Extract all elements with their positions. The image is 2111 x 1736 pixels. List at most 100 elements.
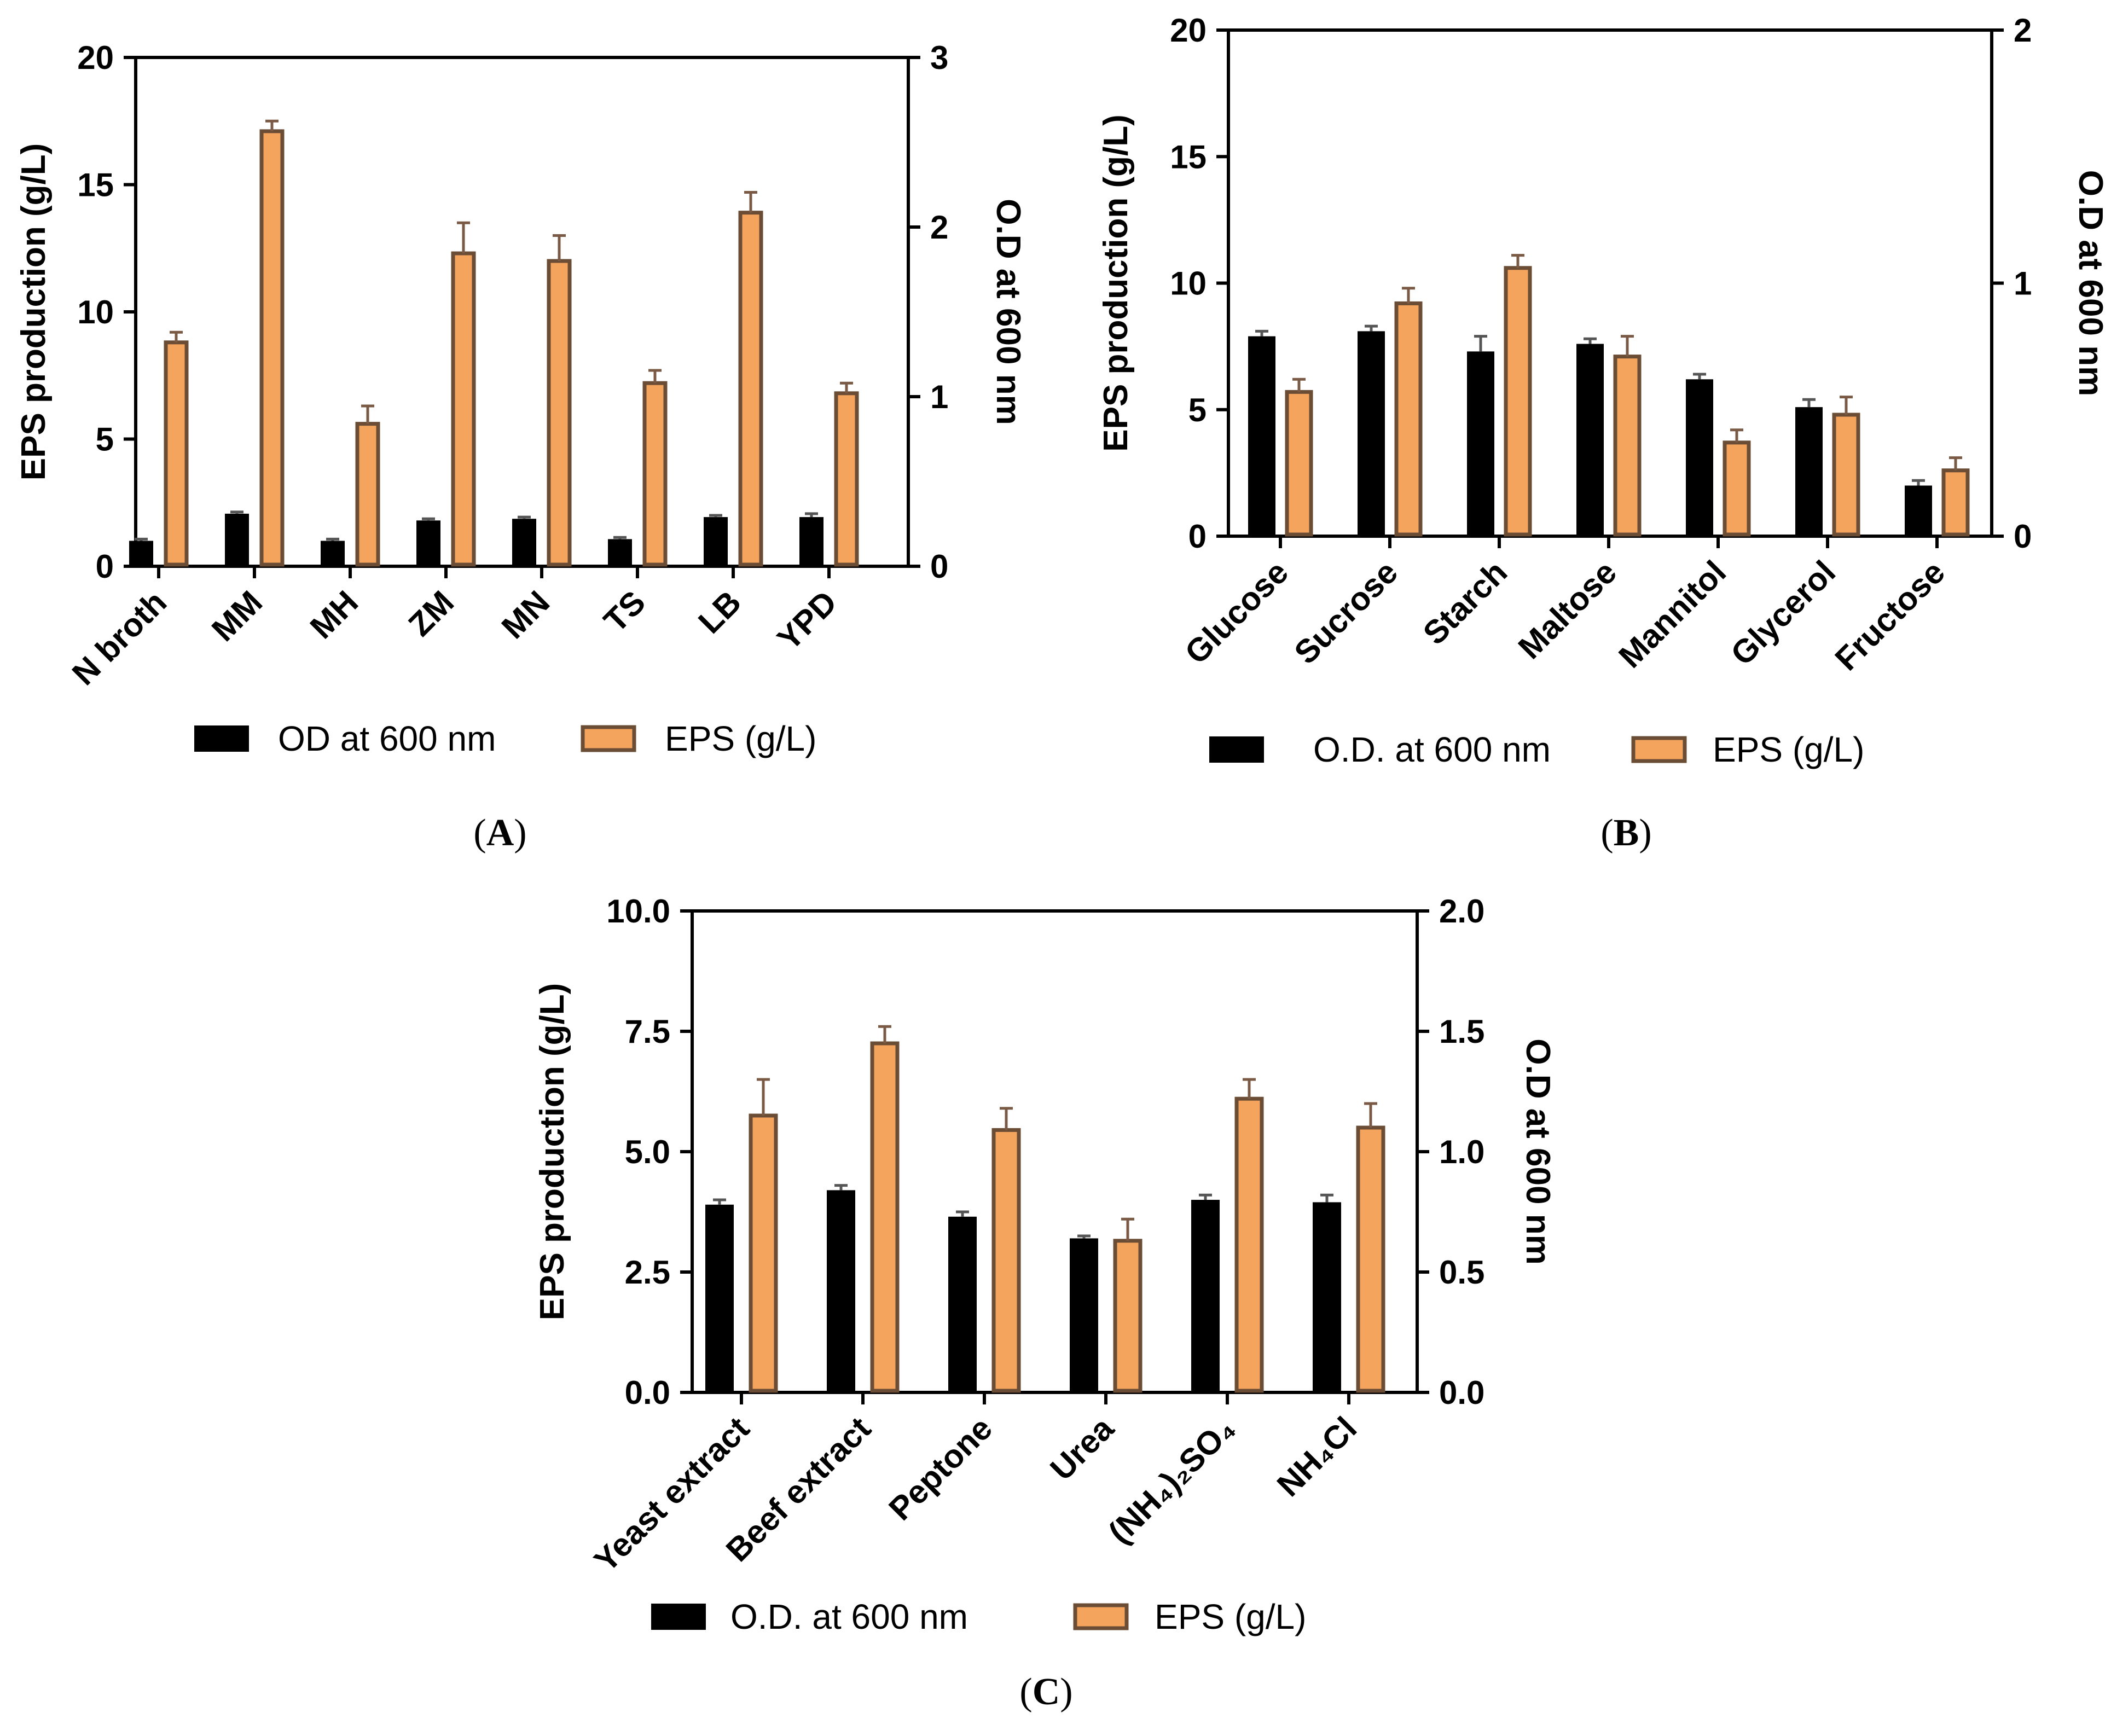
eps-error-bar bbox=[878, 1025, 891, 1043]
left-y-tick-label: 15 bbox=[77, 167, 114, 204]
legend-eps-label: EPS (g/L) bbox=[1713, 730, 1864, 769]
legend-eps-label: EPS (g/L) bbox=[665, 719, 816, 758]
od-error-bar bbox=[713, 1198, 726, 1205]
right-y-axis-title: O.D at 600 nm bbox=[1519, 1038, 1557, 1264]
right-y-tick-label: 0 bbox=[930, 548, 948, 585]
od-error-bar bbox=[956, 1210, 969, 1217]
left-y-tick-label: 20 bbox=[77, 39, 114, 76]
panel-caption: (C) bbox=[1019, 1671, 1072, 1713]
od-bar bbox=[225, 513, 249, 566]
od-error-bar bbox=[613, 536, 627, 539]
eps-error-bar bbox=[840, 381, 853, 393]
eps-error-bar bbox=[457, 221, 470, 254]
category-label: LB bbox=[691, 584, 748, 641]
caption-close: ) bbox=[1060, 1671, 1072, 1713]
left-y-tick-label: 20 bbox=[1170, 12, 1207, 49]
caption-close: ) bbox=[514, 812, 526, 854]
eps-error-bar bbox=[361, 404, 374, 424]
od-error-bar bbox=[1912, 479, 1925, 486]
od-error-bar bbox=[1320, 1193, 1333, 1203]
eps-error-bar bbox=[1000, 1107, 1013, 1130]
legend-eps-swatch bbox=[1631, 736, 1687, 763]
eps-error-bar bbox=[744, 190, 757, 213]
right-y-tick-label: 1.5 bbox=[1439, 1013, 1484, 1050]
right-y-tick-label: 2 bbox=[930, 209, 948, 246]
od-bar bbox=[705, 1204, 734, 1392]
od-bar bbox=[1905, 485, 1932, 536]
od-error-bar bbox=[230, 510, 243, 514]
od-error-bar bbox=[518, 515, 531, 519]
legend-od-swatch bbox=[651, 1604, 706, 1630]
od-error-bar bbox=[1693, 373, 1706, 380]
od-bar bbox=[827, 1190, 855, 1392]
category-label: Starch bbox=[1416, 554, 1514, 652]
category-label: MM bbox=[205, 584, 269, 648]
od-error-bar bbox=[135, 537, 148, 541]
eps-error-bar bbox=[1402, 287, 1415, 304]
od-bar bbox=[1313, 1202, 1341, 1392]
category-label: Glucose bbox=[1178, 554, 1295, 671]
eps-error-bar bbox=[1292, 378, 1306, 392]
eps-bar bbox=[451, 251, 476, 567]
eps-error-bar bbox=[648, 369, 662, 384]
legend-eps-swatch bbox=[1073, 1603, 1129, 1630]
od-bar bbox=[1358, 331, 1385, 536]
od-bar bbox=[704, 517, 728, 566]
od-bar bbox=[512, 519, 536, 566]
eps-bar bbox=[1285, 390, 1313, 537]
od-bar bbox=[799, 517, 823, 566]
eps-error-bar bbox=[1949, 456, 1962, 471]
caption-letter: B bbox=[1614, 812, 1639, 854]
legend-od-label: O.D. at 600 nm bbox=[730, 1597, 968, 1636]
od-error-bar bbox=[1255, 329, 1268, 336]
eps-bar bbox=[1504, 266, 1532, 537]
eps-error-bar bbox=[757, 1078, 770, 1116]
legend-od-swatch bbox=[194, 725, 249, 752]
eps-error-bar bbox=[553, 234, 566, 261]
eps-error-bar bbox=[1840, 396, 1853, 415]
eps-bar bbox=[164, 340, 189, 567]
caption-close: ) bbox=[1639, 812, 1651, 854]
caption-letter: A bbox=[486, 812, 514, 854]
eps-bar bbox=[259, 129, 285, 567]
od-bar bbox=[1576, 344, 1604, 536]
panel-c-chart: 0.0 2.5 5.0 7.5 10.0 0.0 0.5 1.0 1.5 2.0 EPS produ… bbox=[533, 893, 1557, 1713]
eps-bar bbox=[1832, 413, 1860, 537]
od-bar bbox=[1248, 336, 1275, 536]
right-y-tick-label: 2.0 bbox=[1439, 893, 1484, 930]
caption-open: ( bbox=[1600, 812, 1613, 854]
eps-error-bar bbox=[1730, 428, 1743, 443]
caption-open: ( bbox=[1019, 1671, 1032, 1713]
category-label: TS bbox=[597, 584, 653, 640]
eps-bar bbox=[355, 422, 380, 567]
legend-od-label: O.D. at 600 nm bbox=[1313, 730, 1551, 769]
right-y-axis-title: O.D at 600 nm bbox=[989, 199, 1027, 425]
od-error-bar bbox=[1802, 398, 1816, 408]
eps-bar bbox=[749, 1113, 778, 1393]
category-label: Fructose bbox=[1828, 554, 1952, 678]
od-error-bar bbox=[1365, 324, 1378, 332]
category-label: MH bbox=[303, 584, 365, 646]
od-bar bbox=[129, 541, 153, 566]
eps-bar bbox=[642, 381, 668, 567]
right-y-axis-title: O.D at 600 nm bbox=[2072, 170, 2109, 396]
od-error-bar bbox=[1474, 335, 1487, 352]
left-y-tick-label: 5 bbox=[1188, 392, 1207, 428]
panel-caption: (A) bbox=[473, 812, 526, 854]
eps-error-bar bbox=[170, 330, 183, 342]
eps-bar bbox=[1113, 1239, 1143, 1393]
caption-letter: C bbox=[1033, 1671, 1060, 1713]
legend-od-swatch bbox=[1209, 736, 1264, 763]
category-label: MN bbox=[495, 584, 556, 646]
left-y-tick-label: 15 bbox=[1170, 138, 1207, 175]
od-bar bbox=[608, 539, 632, 566]
od-bar bbox=[321, 541, 345, 566]
right-y-tick-label: 0 bbox=[2014, 518, 2032, 555]
panel-a-chart: 0 5 10 15 20 0 1 2 3 EPS production (g/L) O.D at 6… bbox=[15, 39, 1027, 854]
right-y-tick-label: 1 bbox=[930, 379, 948, 415]
od-error-bar bbox=[1077, 1234, 1091, 1239]
legend-eps-label: EPS (g/L) bbox=[1155, 1597, 1306, 1636]
left-y-tick-label: 0 bbox=[96, 548, 114, 585]
category-label: Sucrose bbox=[1287, 554, 1405, 671]
